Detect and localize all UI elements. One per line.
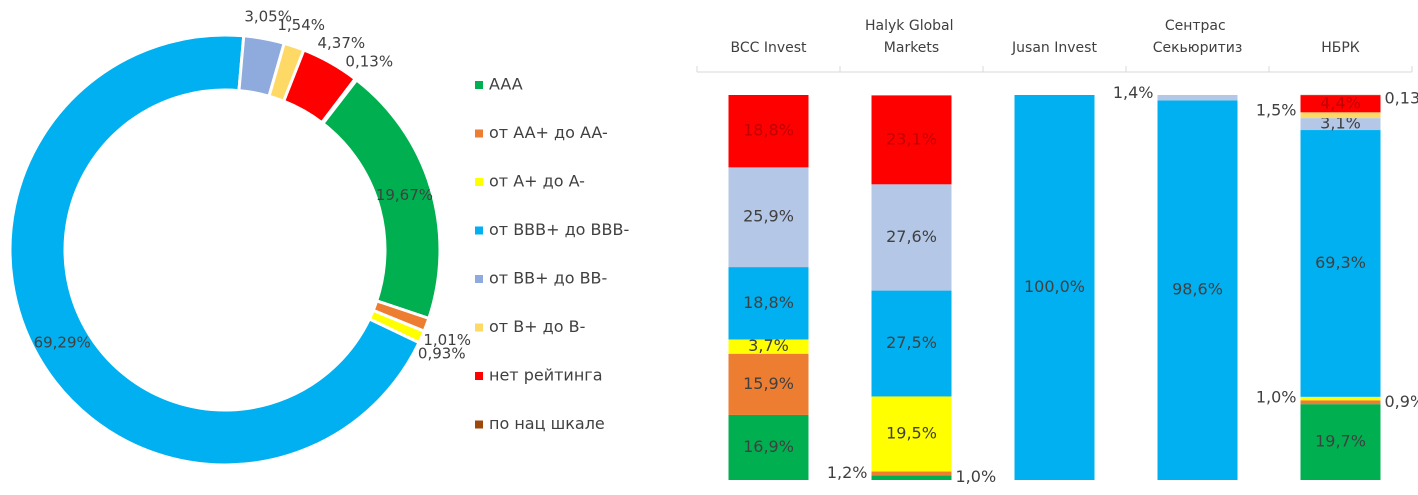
bar-segment bbox=[871, 290, 952, 397]
legend-label: от AA+ до AA- bbox=[489, 123, 608, 142]
legend-swatch bbox=[475, 129, 483, 138]
bar-segment bbox=[871, 471, 952, 476]
legend-swatch bbox=[475, 226, 483, 235]
bar-segment bbox=[1157, 95, 1238, 101]
legend-label: от BB+ до BB- bbox=[489, 269, 607, 288]
bar-segment bbox=[728, 95, 809, 168]
bar-segment bbox=[1300, 118, 1381, 131]
bar-segment bbox=[871, 95, 952, 185]
data-label: 69,29% bbox=[34, 333, 91, 351]
legend-swatch bbox=[475, 275, 483, 283]
data-label: 1,4% bbox=[1113, 83, 1154, 102]
data-label: 27,5% bbox=[886, 333, 937, 352]
bar-segment bbox=[871, 475, 952, 480]
data-label: 25,9% bbox=[743, 207, 794, 226]
data-label: 1,2% bbox=[827, 463, 868, 482]
data-label: 16,9% bbox=[743, 437, 794, 456]
data-label: 0,9% bbox=[1385, 392, 1418, 411]
donut-slice bbox=[8, 33, 422, 467]
legend-label: от A+ до A- bbox=[489, 172, 585, 191]
bar-segment bbox=[728, 353, 809, 415]
legend-swatch bbox=[475, 323, 483, 332]
data-label: 15,9% bbox=[743, 374, 794, 393]
data-label: 18,8% bbox=[743, 293, 794, 312]
bar-segment bbox=[1300, 94, 1381, 96]
data-label: 1,0% bbox=[956, 467, 997, 486]
legend-swatch bbox=[475, 81, 483, 89]
data-label: 3,05% bbox=[244, 7, 292, 25]
data-label: 0,93% bbox=[418, 344, 466, 362]
category-label: НБРК bbox=[1321, 40, 1360, 56]
data-label: 0,13% bbox=[1385, 89, 1418, 108]
legend-label: AAA bbox=[489, 75, 523, 94]
bar-segment bbox=[871, 184, 952, 291]
bar-segment bbox=[1014, 95, 1095, 480]
bar-segment bbox=[1300, 95, 1381, 113]
data-label: 1,01% bbox=[423, 331, 471, 349]
category-label: Сентрас Секьюритиз bbox=[1153, 18, 1243, 56]
data-label: 100,0% bbox=[1024, 277, 1085, 296]
category-label: BCC Invest bbox=[730, 40, 807, 56]
category-label: Halyk Global Markets bbox=[865, 18, 958, 56]
legend-label: от B+ до B- bbox=[489, 317, 585, 336]
data-label: 4,37% bbox=[317, 34, 365, 52]
legend-label: от BBB+ до BBB- bbox=[489, 220, 629, 239]
bar-segment bbox=[1300, 112, 1381, 119]
data-label: 69,3% bbox=[1315, 253, 1366, 272]
bar-segment bbox=[1300, 400, 1381, 405]
category-label: Jusan Invest bbox=[1011, 40, 1097, 56]
legend-label: по нац шкале bbox=[489, 414, 605, 433]
data-label: 98,6% bbox=[1172, 280, 1223, 299]
donut-slice bbox=[319, 76, 359, 126]
bar-segment bbox=[1157, 100, 1238, 480]
data-label: 23,1% bbox=[886, 129, 937, 148]
bar-segment bbox=[728, 167, 809, 268]
data-label: 1,0% bbox=[1256, 388, 1297, 407]
legend-swatch bbox=[475, 178, 483, 186]
data-label: 1,54% bbox=[277, 16, 325, 34]
bar-segment bbox=[871, 396, 952, 472]
data-label: 3,1% bbox=[1320, 114, 1361, 133]
data-label: 18,8% bbox=[743, 121, 794, 140]
bar-segment bbox=[728, 414, 809, 480]
bar-segment bbox=[728, 267, 809, 340]
bar-segment bbox=[1300, 396, 1381, 401]
data-label: 1,5% bbox=[1256, 101, 1297, 120]
data-label: 0,13% bbox=[345, 52, 393, 70]
data-label: 27,6% bbox=[886, 227, 937, 246]
legend-swatch bbox=[475, 372, 483, 380]
bar-segment bbox=[1300, 404, 1381, 480]
data-label: 19,67% bbox=[376, 186, 433, 204]
data-label: 19,7% bbox=[1315, 432, 1366, 451]
data-label: 19,5% bbox=[886, 423, 937, 442]
bar-segment bbox=[728, 339, 809, 354]
legend-label: нет рейтинга bbox=[489, 366, 603, 385]
data-label: 3,7% bbox=[748, 336, 789, 355]
bar-segment bbox=[1300, 130, 1381, 397]
data-label: 4,4% bbox=[1320, 93, 1361, 112]
legend-swatch bbox=[475, 420, 483, 429]
